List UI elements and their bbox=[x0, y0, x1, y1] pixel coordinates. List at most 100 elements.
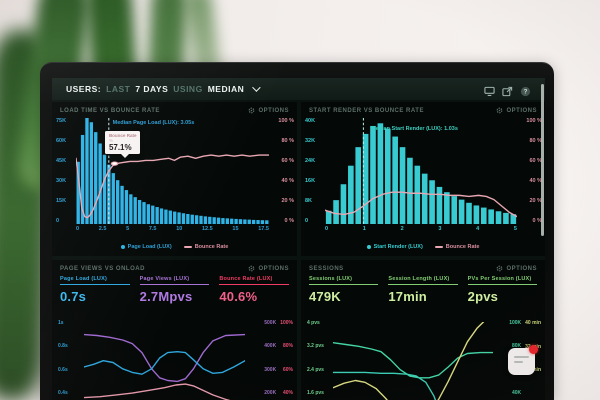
scrollbar[interactable] bbox=[541, 84, 544, 236]
axis-tick: 80% bbox=[282, 343, 293, 350]
dashboard-header: USERS: LAST 7 DAYS USING MEDIAN ? bbox=[52, 78, 545, 100]
axis-tick: 8K bbox=[305, 198, 313, 204]
axis-tick: 16K bbox=[305, 178, 316, 184]
metric-sessions: Sessions (LUX) 479K bbox=[309, 276, 379, 304]
panel-page-views-vs-onload: PAGE VIEWS VS ONLOAD OPTIONS Page Load (… bbox=[52, 260, 297, 400]
axis-tick: 15K bbox=[56, 198, 67, 204]
x-axis: 0 2.5 5 7.5 10 12.5 15 17.5 bbox=[76, 226, 269, 234]
display-icon[interactable] bbox=[484, 84, 495, 96]
metric-value: 2.7Mpvs bbox=[139, 289, 193, 304]
metric-page-views: Page Views (LUX) 2.7Mpvs bbox=[139, 276, 210, 304]
page-views-onload-chart bbox=[84, 322, 245, 400]
metric-label: Bounce Rate (LUX) bbox=[219, 276, 290, 285]
y-axis-right: 500K 400K 300K 200K 100% 80% 60% 40% bbox=[264, 320, 293, 396]
axis-tick: 0.8s bbox=[58, 343, 68, 350]
metrics-row: Page Load (LUX) 0.7s Page Views (LUX) 2.… bbox=[60, 276, 290, 304]
axis-tick: 80 % bbox=[529, 138, 542, 144]
axis-tick: 60% bbox=[282, 366, 293, 373]
filter-last-label: LAST bbox=[106, 84, 131, 94]
axis-tick: 100K bbox=[509, 320, 522, 326]
options-button[interactable]: OPTIONS bbox=[496, 107, 537, 114]
axis-tick: 40K bbox=[305, 118, 316, 124]
axis-tick: 400K bbox=[264, 343, 277, 350]
axis-tick: 100% bbox=[280, 320, 293, 326]
metric-label: Sessions (LUX) bbox=[309, 276, 379, 285]
metric-value: 17min bbox=[388, 289, 427, 304]
options-button[interactable]: OPTIONS bbox=[248, 107, 289, 114]
share-icon[interactable] bbox=[502, 84, 513, 96]
axis-tick: 10 bbox=[176, 226, 183, 232]
axis-tick: 20 % bbox=[281, 198, 294, 204]
axis-tick: 20 % bbox=[529, 198, 542, 204]
axis-tick: 0 bbox=[325, 226, 329, 232]
axis-tick: 300K bbox=[264, 366, 277, 373]
metric-label: Page Load (LUX) bbox=[60, 276, 130, 285]
analytics-dashboard: USERS: LAST 7 DAYS USING MEDIAN ? bbox=[52, 78, 545, 400]
axis-tick: 5 bbox=[513, 226, 517, 232]
axis-tick: 5 bbox=[126, 226, 130, 232]
filter-dropdown[interactable]: USERS: LAST 7 DAYS USING MEDIAN bbox=[66, 83, 261, 94]
axis-tick: 40 % bbox=[529, 178, 542, 184]
metric-label: PVs Per Session (LUX) bbox=[467, 276, 537, 285]
sessions-chart bbox=[333, 322, 493, 400]
options-button[interactable]: OPTIONS bbox=[496, 265, 537, 272]
notification-badge bbox=[529, 345, 538, 354]
message-icon bbox=[514, 356, 529, 363]
filter-metric-value: MEDIAN bbox=[207, 84, 245, 94]
y-axis-left: 40K 32K 24K 16K 8K 0 bbox=[305, 118, 321, 224]
axis-tick: 0 bbox=[56, 218, 60, 224]
axis-tick: 15 bbox=[232, 226, 239, 232]
gear-icon bbox=[249, 107, 255, 114]
filter-users-label: USERS: bbox=[66, 84, 102, 94]
metric-page-load: Page Load (LUX) 0.7s bbox=[60, 276, 130, 304]
panel-title: LOAD TIME VS BOUNCE RATE bbox=[60, 107, 160, 114]
axis-tick: 100 % bbox=[526, 118, 542, 124]
axis-tick: 2 bbox=[400, 226, 404, 232]
y-axis-right: 100 % 80 % 60 % 40 % 20 % 0 % bbox=[273, 118, 294, 224]
gear-icon bbox=[497, 107, 503, 114]
axis-tick: 12.5 bbox=[202, 226, 213, 232]
axis-tick: 0 % bbox=[284, 218, 294, 224]
axis-tick: 0.6s bbox=[58, 366, 68, 373]
axis-tick: 32K bbox=[305, 138, 316, 144]
laptop-screen: USERS: LAST 7 DAYS USING MEDIAN ? bbox=[40, 62, 554, 400]
gear-icon bbox=[497, 265, 503, 272]
panel-start-render-vs-bounce: START RENDER VS BOUNCE RATE OPTIONS 40K 3… bbox=[301, 102, 545, 256]
chevron-down-icon bbox=[252, 83, 261, 92]
axis-tick: 1 bbox=[362, 226, 366, 232]
panel-title: PAGE VIEWS VS ONLOAD bbox=[60, 265, 145, 272]
metric-value: 0.7s bbox=[60, 289, 87, 304]
chat-widget-button[interactable] bbox=[508, 345, 538, 375]
axis-tick: 4 pvs bbox=[307, 320, 320, 326]
metric-session-length: Session Length (LUX) 17min bbox=[388, 276, 458, 304]
median-annotation: Median Page Load (LUX): 3.05s bbox=[112, 120, 195, 127]
metric-value: 40.6% bbox=[219, 289, 258, 304]
axis-tick: 0.4s bbox=[58, 389, 68, 396]
help-icon[interactable]: ? bbox=[520, 84, 531, 96]
chart-legend: Start Render (LUX) Bounce Rate bbox=[301, 242, 545, 252]
axis-tick: 40 min bbox=[525, 320, 541, 326]
metric-bounce-rate: Bounce Rate (LUX) 40.6% bbox=[219, 276, 290, 304]
options-button[interactable]: OPTIONS bbox=[248, 265, 289, 272]
metric-value: 2pvs bbox=[467, 289, 499, 304]
axis-tick: 75K bbox=[56, 118, 67, 124]
axis-tick: 7.5 bbox=[148, 226, 157, 232]
panel-load-time-vs-bounce: LOAD TIME VS BOUNCE RATE OPTIONS 75K 60K 4… bbox=[52, 102, 297, 256]
axis-tick bbox=[525, 391, 541, 396]
axis-tick: 30K bbox=[56, 178, 67, 184]
axis-tick: 80 % bbox=[281, 138, 294, 144]
load-time-chart: Median Page Load (LUX): 3.05s Bounce Rat… bbox=[76, 118, 269, 224]
median-annotation: Median Start Render (LUX): 1.03s bbox=[371, 126, 458, 133]
axis-tick: 0 % bbox=[532, 218, 542, 224]
filter-range-value: 7 DAYS bbox=[135, 84, 169, 94]
axis-tick: 2.4 pvs bbox=[307, 366, 324, 373]
axis-tick: 0 bbox=[76, 226, 80, 232]
axis-tick: 45K bbox=[56, 158, 67, 164]
axis-tick: 4 bbox=[476, 226, 480, 232]
axis-tick: 17.5 bbox=[258, 226, 269, 232]
y-axis-left: 4 pvs 3.2 pvs 2.4 pvs 1.6 pvs bbox=[307, 320, 324, 396]
axis-tick: 24K bbox=[305, 158, 316, 164]
y-axis-left: 1s 0.8s 0.6s 0.4s bbox=[58, 320, 68, 396]
axis-tick: 40 % bbox=[281, 178, 294, 184]
